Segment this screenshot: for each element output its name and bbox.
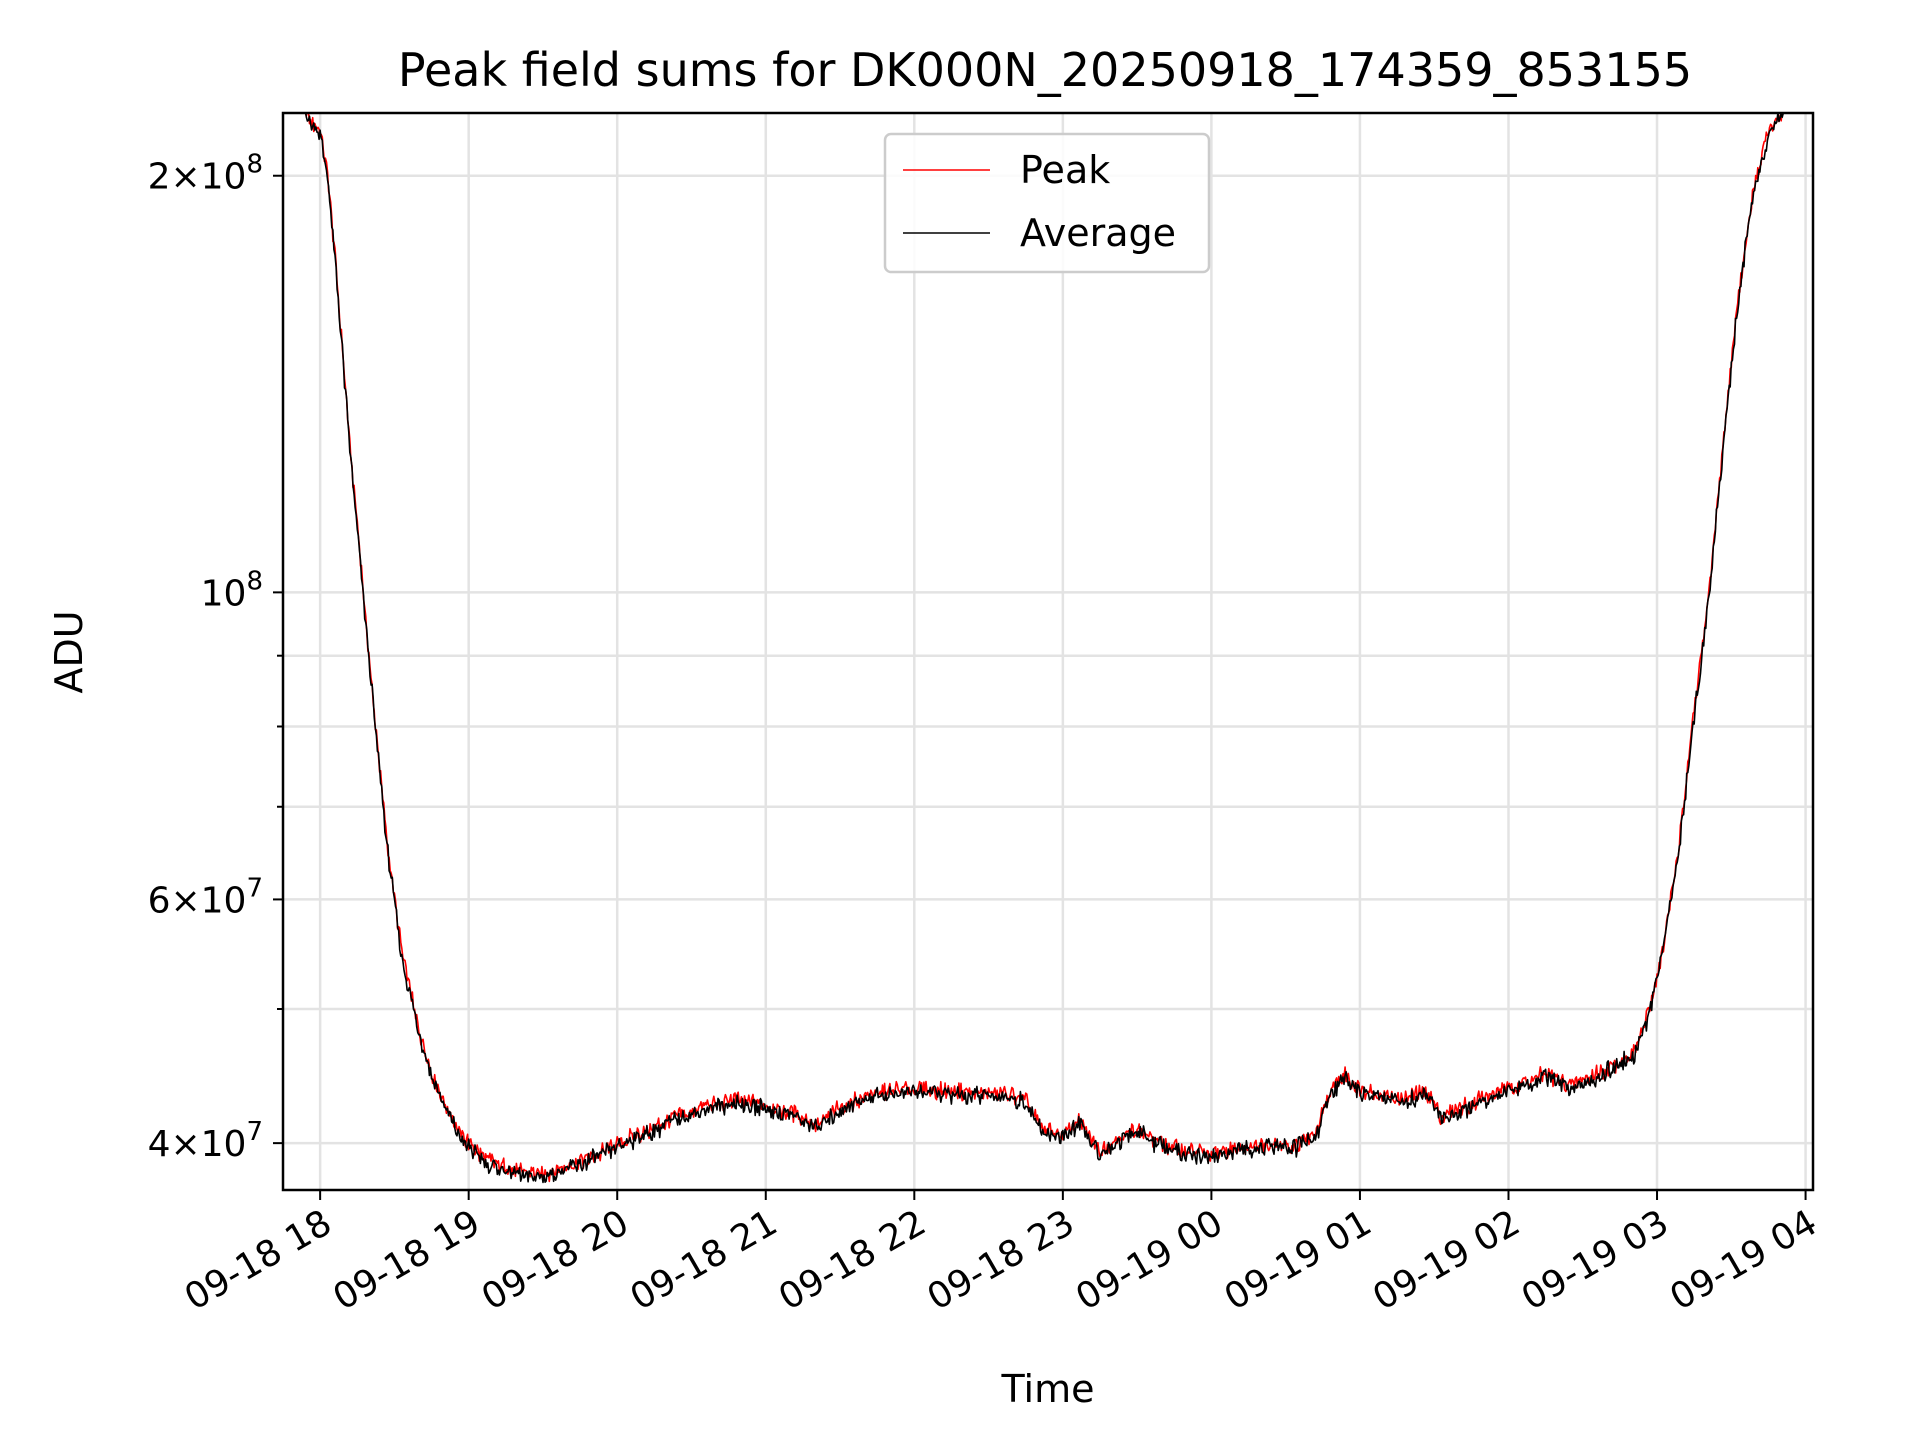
x-axis-label: Time	[1001, 1367, 1095, 1411]
y-tick-label: 6×107	[148, 873, 263, 921]
x-tick-label: 09-18 22	[772, 1202, 933, 1318]
x-tick-label: 09-18 18	[178, 1202, 339, 1318]
y-tick-exponent: 7	[246, 873, 263, 903]
x-tick-label: 09-18 23	[921, 1202, 1082, 1318]
y-tick-exponent: 7	[246, 1117, 263, 1147]
y-tick-mantissa: 10	[201, 573, 247, 614]
y-tick-exponent: 8	[246, 566, 263, 596]
y-tick-label: 108	[201, 566, 263, 614]
legend-peak-label: Peak	[1020, 148, 1110, 192]
chart-title: Peak field sums for DK000N_20250918_1743…	[398, 43, 1692, 97]
plot-frame	[281, 111, 1815, 1192]
y-tick-mantissa: 4×10	[148, 1124, 247, 1165]
y-tick-mantissa: 6×10	[148, 880, 247, 921]
x-tick-label: 09-18 19	[327, 1202, 488, 1318]
x-tick-label: 09-19 00	[1069, 1202, 1230, 1318]
series-layer	[283, 113, 1813, 1184]
x-tick-label: 09-19 01	[1218, 1202, 1379, 1318]
y-tick-exponent: 8	[246, 150, 263, 180]
x-tick-label: 09-19 04	[1663, 1202, 1824, 1318]
y-tick-label: 4×107	[148, 1117, 263, 1165]
x-tick-label: 09-19 02	[1366, 1202, 1527, 1318]
series-line-average	[283, 113, 1813, 1184]
y-tick-mantissa: 2×10	[148, 157, 247, 198]
x-tick-label: 09-18 21	[624, 1202, 785, 1318]
x-tick-label: 09-18 20	[475, 1202, 636, 1318]
legend-average-label: Average	[1020, 211, 1176, 255]
x-tick-label: 09-19 03	[1515, 1202, 1676, 1318]
y-tick-label: 2×108	[148, 150, 263, 198]
legend-box	[883, 132, 1211, 274]
y-axis-label: ADU	[47, 610, 91, 693]
grid-layer	[283, 113, 1813, 1190]
legend: Peak Average	[883, 132, 1211, 274]
